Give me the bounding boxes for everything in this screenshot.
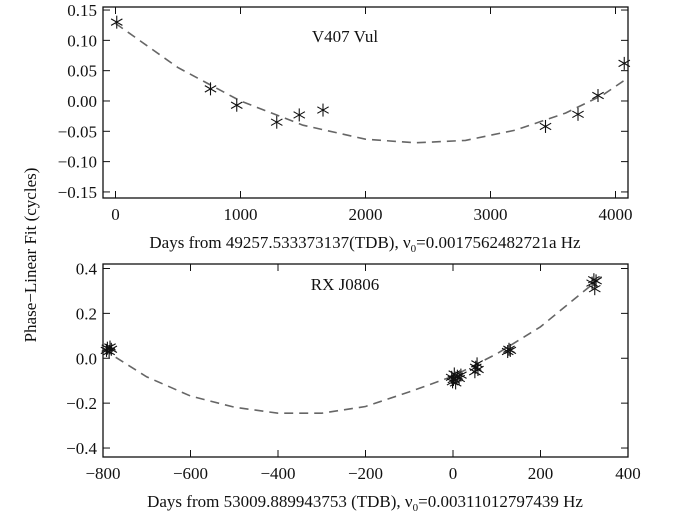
- top-x-tick-label: 1000: [224, 205, 258, 224]
- bottom-data-point: [105, 342, 118, 356]
- top-y-tick-label: −0.15: [58, 183, 97, 202]
- top-panel: V407 Vul 0 1000 2000 3000 4000 −0.15 −0.10 −0.0…: [58, 1, 633, 255]
- bottom-data-point: [504, 343, 517, 357]
- top-y-tick-label: 0.00: [67, 92, 97, 111]
- bottom-data-point: [590, 274, 602, 288]
- top-data-point: [230, 98, 243, 112]
- top-y-tick-label: 0.10: [67, 31, 97, 50]
- bottom-x-axis-label-subscript: 0: [413, 502, 419, 514]
- top-y-tick-label: 0.15: [67, 1, 97, 20]
- top-data-point: [293, 108, 306, 122]
- top-data-point: [204, 82, 217, 96]
- bottom-data-point: [588, 282, 601, 296]
- bottom-x-tick-label: 400: [615, 464, 641, 483]
- top-x-axis-label: Days from 49257.533373137(TDB), ν0=0.001…: [149, 233, 581, 255]
- top-x-axis-label-prefix: Days from 49257.533373137(TDB), ν: [149, 233, 411, 252]
- bottom-x-tick-label: 0: [449, 464, 458, 483]
- top-y-tick-label: −0.05: [58, 122, 97, 141]
- top-data-point: [539, 119, 552, 133]
- bottom-data-point: [454, 368, 467, 382]
- shared-y-axis-label: Phase−Linear Fit (cycles): [21, 168, 40, 343]
- top-x-axis-label-subscript: 0: [411, 243, 417, 255]
- bottom-x-tick-label: −400: [260, 464, 295, 483]
- bottom-x-tick-label: −800: [85, 464, 120, 483]
- bottom-ticks: −800 −600 −400 −200 0 200 400 −0.4 −0.2 0.0 0.2 0.4: [66, 259, 641, 483]
- bottom-data-point: [104, 340, 116, 354]
- bottom-x-tick-label: −200: [348, 464, 383, 483]
- top-x-tick-label: 0: [111, 205, 120, 224]
- bottom-y-tick-label: 0.2: [76, 304, 97, 323]
- bottom-x-tick-label: −600: [173, 464, 208, 483]
- top-y-tick-label: 0.05: [67, 62, 97, 81]
- bottom-y-tick-label: −0.2: [66, 394, 97, 413]
- top-x-tick-label: 3000: [474, 205, 508, 224]
- bottom-x-axis-label: Days from 53009.889943753 (TDB), ν0=0.00…: [147, 492, 583, 514]
- top-ticks: 0 1000 2000 3000 4000 −0.15 −0.10 −0.05 0.00 0.05…: [58, 1, 633, 224]
- top-data-point: [592, 89, 604, 103]
- top-data-point: [317, 103, 329, 117]
- bottom-data-point: [471, 357, 483, 371]
- top-data-point: [110, 15, 123, 29]
- top-fit-curve: [115, 22, 629, 144]
- top-data-point: [618, 56, 631, 70]
- bottom-fit-curve: [102, 272, 607, 414]
- bottom-panel: RX J0806 −800 −600 −400 −200 0 200 400 −0.4 −0.2…: [66, 259, 641, 514]
- bottom-y-tick-label: −0.4: [66, 439, 97, 458]
- bottom-panel-title: RX J0806: [311, 275, 379, 294]
- top-panel-title: V407 Vul: [312, 27, 378, 46]
- bottom-x-axis-label-prefix: Days from 53009.889943753 (TDB), ν: [147, 492, 413, 511]
- top-data-point: [270, 115, 283, 129]
- top-x-tick-label: 4000: [599, 205, 633, 224]
- bottom-x-axis-label-suffix: =0.00311012797439 Hz: [418, 492, 583, 511]
- top-data-point: [572, 107, 584, 121]
- top-x-tick-label: 2000: [349, 205, 383, 224]
- bottom-y-tick-label: 0.4: [76, 259, 98, 278]
- bottom-data-point: [472, 362, 484, 376]
- bottom-data-points: [100, 273, 602, 390]
- top-x-axis-label-suffix: =0.0017562482721a Hz: [416, 233, 581, 252]
- bottom-y-tick-label: 0.0: [76, 349, 97, 368]
- bottom-x-tick-label: 200: [528, 464, 554, 483]
- top-data-points: [110, 15, 631, 133]
- top-y-tick-label: −0.10: [58, 153, 97, 172]
